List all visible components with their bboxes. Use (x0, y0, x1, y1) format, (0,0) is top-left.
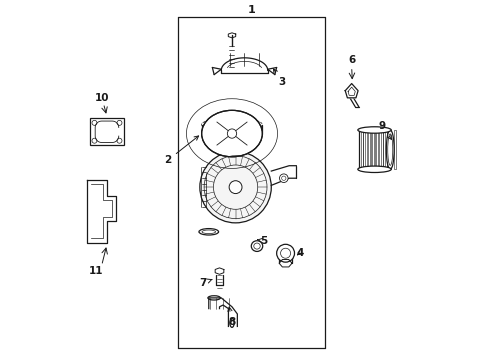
Text: 11: 11 (89, 266, 103, 276)
Text: 9: 9 (378, 121, 391, 139)
Ellipse shape (386, 130, 393, 169)
Bar (393, 130, 395, 169)
Bar (388, 130, 390, 169)
Bar (90, 118, 123, 145)
Polygon shape (87, 180, 116, 243)
Text: 7: 7 (199, 278, 211, 288)
Text: 10: 10 (94, 93, 109, 103)
Text: 6: 6 (347, 55, 355, 65)
Ellipse shape (357, 166, 390, 172)
Polygon shape (345, 84, 357, 98)
Bar (358, 130, 360, 169)
Ellipse shape (201, 111, 262, 157)
Text: 5: 5 (257, 236, 267, 246)
Circle shape (229, 181, 242, 194)
Text: 1: 1 (247, 5, 255, 15)
Text: 3: 3 (273, 69, 285, 87)
Bar (375, 130, 378, 169)
Text: 4: 4 (296, 248, 303, 258)
Circle shape (213, 165, 257, 209)
Circle shape (200, 152, 271, 223)
Bar (371, 130, 373, 169)
Ellipse shape (357, 127, 390, 133)
Bar (380, 130, 382, 169)
Circle shape (227, 129, 236, 138)
Circle shape (279, 174, 287, 183)
Text: 8: 8 (227, 307, 235, 327)
Bar (384, 130, 386, 169)
Bar (363, 130, 365, 169)
Circle shape (276, 244, 294, 262)
Bar (367, 130, 369, 169)
Text: 2: 2 (164, 136, 198, 165)
